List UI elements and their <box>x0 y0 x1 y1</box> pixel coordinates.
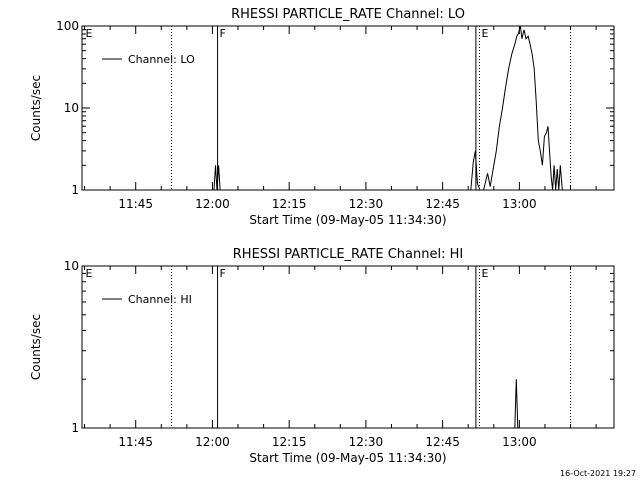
y-axis-label: Counts/sec <box>29 75 43 141</box>
flag-marker-label: F <box>220 27 226 40</box>
chart-panel-hi: RHESSI PARTICLE_RATE Channel: HI 11:45 12:… <box>29 247 615 465</box>
flag-marker-label: E <box>86 267 93 280</box>
x-tick-label: 12:15 <box>272 197 307 211</box>
x-tick-label: 12:45 <box>425 197 460 211</box>
flag-marker-label: E <box>86 27 93 40</box>
plot-frame <box>81 265 615 429</box>
x-tick-label: 12:45 <box>425 435 460 449</box>
legend-label: Channel: HI <box>128 293 192 306</box>
x-tick-label: 11:45 <box>118 435 153 449</box>
x-tick-label: 12:30 <box>349 197 384 211</box>
chart-title: RHESSI PARTICLE_RATE Channel: LO <box>231 7 465 22</box>
flag-marker-label: F <box>220 267 226 280</box>
y-tick-label: 10 <box>64 259 79 273</box>
x-axis-label: Start Time (09-May-05 11:34:30) <box>249 213 446 227</box>
series-line <box>514 379 519 429</box>
y-tick-label: 1 <box>71 421 79 435</box>
chart-title: RHESSI PARTICLE_RATE Channel: HI <box>233 247 463 262</box>
series-line <box>213 165 221 191</box>
x-tick-label: 12:30 <box>349 435 384 449</box>
series-line <box>470 25 565 191</box>
y-tick-label: 10 <box>64 101 79 115</box>
x-tick-label: 13:00 <box>502 197 537 211</box>
x-tick-label: 12:15 <box>272 435 307 449</box>
chart-panel-lo: RHESSI PARTICLE_RATE Channel: LO 11:45 12:… <box>29 7 615 227</box>
y-tick-label: 1 <box>71 183 79 197</box>
flag-marker-label: E <box>481 27 488 40</box>
plot-frame <box>81 25 615 191</box>
y-axis-label: Counts/sec <box>29 314 43 380</box>
x-tick-label: 11:45 <box>118 197 153 211</box>
x-tick-label: 12:00 <box>195 435 230 449</box>
x-tick-label: 12:00 <box>195 197 230 211</box>
x-axis-label: Start Time (09-May-05 11:34:30) <box>249 451 446 465</box>
flag-marker-label: E <box>481 267 488 280</box>
legend-label: Channel: LO <box>128 53 195 66</box>
x-tick-label: 13:00 <box>502 435 537 449</box>
y-tick-label: 100 <box>56 19 79 33</box>
plot-timestamp: 16-Oct-2021 19:27 <box>560 469 636 478</box>
